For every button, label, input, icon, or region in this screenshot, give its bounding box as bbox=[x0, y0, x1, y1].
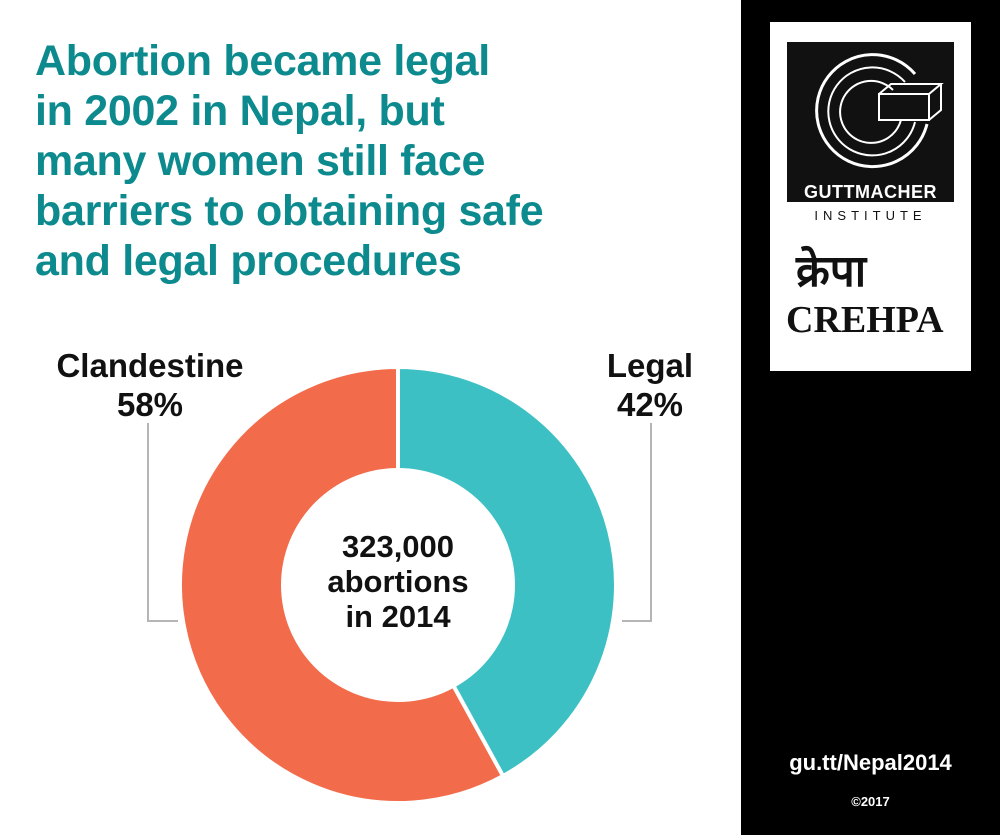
center-year: in 2014 bbox=[345, 599, 451, 634]
copyright: ©2017 bbox=[851, 794, 890, 809]
guttmacher-logo bbox=[787, 42, 954, 202]
headline-line: many women still face bbox=[35, 137, 486, 185]
crehpa-script-logo: क्रेपा bbox=[796, 246, 867, 297]
leader-line-clandestine bbox=[147, 423, 178, 622]
short-link[interactable]: gu.tt/Nepal2014 bbox=[789, 750, 952, 775]
donut-chart: Clandestine 58% Legal 42% 323,000 aborti… bbox=[56, 347, 693, 805]
leader-line-legal bbox=[622, 423, 652, 622]
slice-label-clandestine: Clandestine bbox=[56, 347, 243, 384]
center-total: 323,000 bbox=[342, 529, 454, 564]
headline: Abortion became legal in 2002 in Nepal, … bbox=[35, 36, 735, 286]
sidebar: GUTTMACHER INSTITUTE क्रेपा CREHPA gu.tt… bbox=[741, 0, 1000, 835]
guttmacher-subtitle: INSTITUTE bbox=[814, 208, 927, 223]
headline-line: Abortion became legal bbox=[35, 37, 490, 85]
slice-value-legal: 42% bbox=[617, 386, 683, 423]
donut-hole bbox=[281, 468, 515, 702]
crehpa-logo: CREHPA bbox=[786, 299, 944, 341]
slice-value-clandestine: 58% bbox=[117, 386, 183, 423]
guttmacher-name: GUTTMACHER bbox=[804, 182, 937, 202]
logo-panel: GUTTMACHER INSTITUTE क्रेपा CREHPA bbox=[770, 22, 971, 371]
headline-line: barriers to obtaining safe bbox=[35, 187, 544, 235]
guttmacher-g-icon bbox=[815, 53, 944, 169]
slice-label-legal: Legal bbox=[607, 347, 693, 384]
headline-line: and legal procedures bbox=[35, 237, 462, 285]
center-unit: abortions bbox=[327, 564, 468, 599]
headline-line: in 2002 in Nepal, but bbox=[35, 87, 445, 135]
